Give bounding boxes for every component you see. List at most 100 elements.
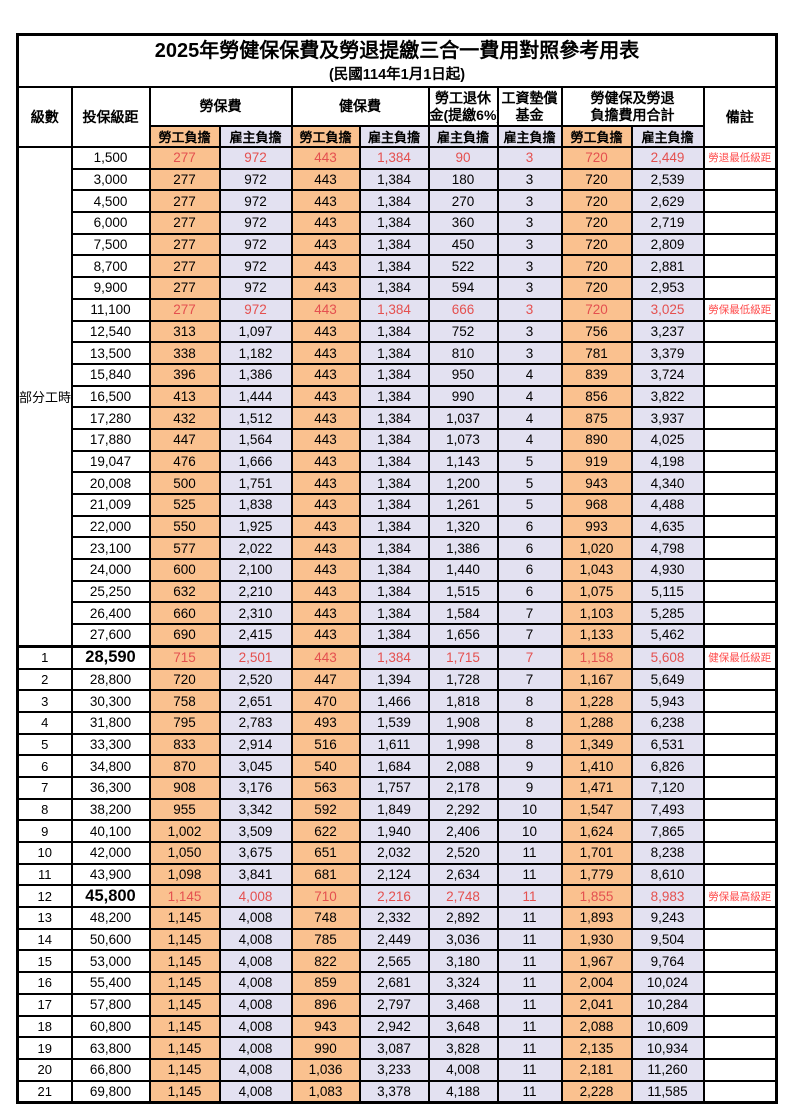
table-row: 13,500 338 1,182 443 1,384 810 3 781 3,379 — [18, 341, 778, 365]
bracket-cell: 28,800 — [70, 667, 151, 692]
value-cell: 4,488 — [630, 493, 705, 517]
remark-cell — [702, 558, 778, 582]
value-cell: 1,073 — [427, 427, 499, 452]
value-cell: 1,384 — [358, 189, 430, 214]
value-cell: 277 — [148, 254, 221, 279]
header-pension-line1: 勞工退休 — [435, 89, 491, 106]
value-cell: 450 — [427, 232, 499, 257]
remark-cell — [702, 579, 778, 604]
value-cell: 313 — [148, 319, 221, 344]
value-cell: 1,930 — [560, 927, 633, 952]
value-cell: 1,384 — [358, 601, 430, 626]
value-cell: 443 — [290, 211, 361, 235]
value-cell: 3,648 — [427, 1014, 499, 1039]
value-cell: 896 — [290, 992, 361, 1017]
value-cell: 720 — [560, 297, 633, 322]
value-cell: 1,394 — [358, 667, 430, 692]
value-cell: 338 — [148, 341, 221, 365]
value-cell: 2,629 — [630, 189, 705, 214]
value-cell: 277 — [148, 146, 221, 170]
value-cell: 1,384 — [358, 579, 430, 604]
value-cell: 277 — [148, 211, 221, 235]
value-cell: 8,238 — [630, 841, 705, 865]
value-cell: 443 — [290, 579, 361, 604]
table-row: 19 63,800 1,145 4,008 990 3,087 3,828 11 2,135 10… — [16, 1036, 778, 1060]
value-cell: 990 — [290, 1036, 361, 1060]
value-cell: 11 — [496, 971, 563, 995]
value-cell: 1,624 — [560, 819, 633, 843]
value-cell: 443 — [290, 254, 361, 279]
header-level: 級數 — [16, 86, 73, 148]
value-cell: 1,098 — [148, 862, 221, 887]
value-cell: 1,728 — [427, 667, 499, 692]
value-cell: 11 — [496, 1014, 563, 1039]
value-cell: 11 — [496, 841, 563, 865]
remark-cell — [702, 992, 778, 1017]
value-cell: 540 — [290, 754, 361, 778]
table-row: 25,250 632 2,210 443 1,384 1,515 6 1,075 5,115 — [18, 579, 778, 604]
level-cell: 14 — [16, 927, 73, 952]
part-time-cell: 部分工時 — [16, 145, 73, 648]
table-row: 2 28,800 720 2,520 447 1,394 1,728 7 1,167 5,649 — [16, 667, 778, 692]
value-cell: 810 — [427, 341, 499, 365]
value-cell: 4,025 — [630, 427, 705, 452]
bracket-cell: 6,000 — [70, 211, 151, 235]
value-cell: 2,022 — [218, 536, 293, 561]
value-cell: 4,008 — [218, 927, 293, 952]
value-cell: 90 — [427, 146, 499, 170]
value-cell: 592 — [290, 797, 361, 822]
table-row: 8,700 277 972 443 1,384 522 3 720 2,881 — [18, 254, 778, 279]
remark-cell — [702, 254, 778, 279]
value-cell: 1,384 — [358, 623, 430, 648]
value-cell: 443 — [290, 341, 361, 365]
bracket-cell: 31,800 — [70, 710, 151, 735]
fee-reference-sheet: 2025年勞健保保費及勞退提繳三合一費用對照參考用表 (民國114年1月1日起)… — [16, 33, 779, 1105]
value-cell: 3,675 — [218, 841, 293, 865]
value-cell: 2,181 — [560, 1057, 633, 1082]
value-cell: 2,881 — [630, 254, 705, 279]
remark-cell — [702, 406, 778, 430]
value-cell: 748 — [290, 906, 361, 930]
remark-cell — [702, 1057, 778, 1082]
value-cell: 432 — [148, 406, 221, 430]
value-cell: 2,719 — [630, 211, 705, 235]
value-cell: 10 — [496, 819, 563, 843]
value-cell: 3,324 — [427, 971, 499, 995]
value-cell: 443 — [290, 471, 361, 495]
value-cell: 1,998 — [427, 732, 499, 757]
header-wage-fund: 工資墊償 基金 — [496, 86, 563, 127]
value-cell: 1,384 — [358, 232, 430, 257]
value-cell: 1,838 — [218, 493, 293, 517]
value-cell: 5,649 — [630, 667, 705, 692]
header-wage-fund-line2: 基金 — [515, 106, 544, 123]
value-cell: 447 — [290, 667, 361, 692]
table-row: 17,880 447 1,564 443 1,384 1,073 4 890 4,025 — [18, 427, 778, 452]
value-cell: 990 — [427, 384, 499, 409]
value-cell: 1,547 — [560, 797, 633, 822]
table-row: 21 69,800 1,145 4,008 1,083 3,378 4,188 11 2,228… — [16, 1079, 778, 1104]
bracket-cell: 63,800 — [70, 1036, 151, 1060]
value-cell: 11 — [496, 1036, 563, 1060]
bracket-cell: 24,000 — [70, 558, 151, 582]
value-cell: 3,828 — [427, 1036, 499, 1060]
value-cell: 1,103 — [560, 601, 633, 626]
value-cell: 795 — [148, 710, 221, 735]
remark-cell — [702, 384, 778, 409]
value-cell: 11 — [496, 862, 563, 887]
value-cell: 1,158 — [560, 644, 633, 670]
value-cell: 577 — [148, 536, 221, 561]
value-cell: 2,124 — [358, 862, 430, 887]
value-cell: 1,037 — [427, 406, 499, 430]
bracket-cell: 55,400 — [70, 971, 151, 995]
value-cell: 2,415 — [218, 623, 293, 648]
table-row: 16 55,400 1,145 4,008 859 2,681 3,324 11 2,004 10… — [16, 971, 778, 995]
value-cell: 9,504 — [630, 927, 705, 952]
value-cell: 3,087 — [358, 1036, 430, 1060]
subheader-total-employer: 雇主負擔 — [630, 125, 705, 148]
level-cell: 18 — [16, 1014, 73, 1039]
value-cell: 972 — [218, 189, 293, 214]
value-cell: 10 — [496, 797, 563, 822]
table-row: 27,600 690 2,415 443 1,384 1,656 7 1,133 5,462 — [18, 623, 778, 648]
value-cell: 1,050 — [148, 841, 221, 865]
value-cell: 4,008 — [427, 1057, 499, 1082]
